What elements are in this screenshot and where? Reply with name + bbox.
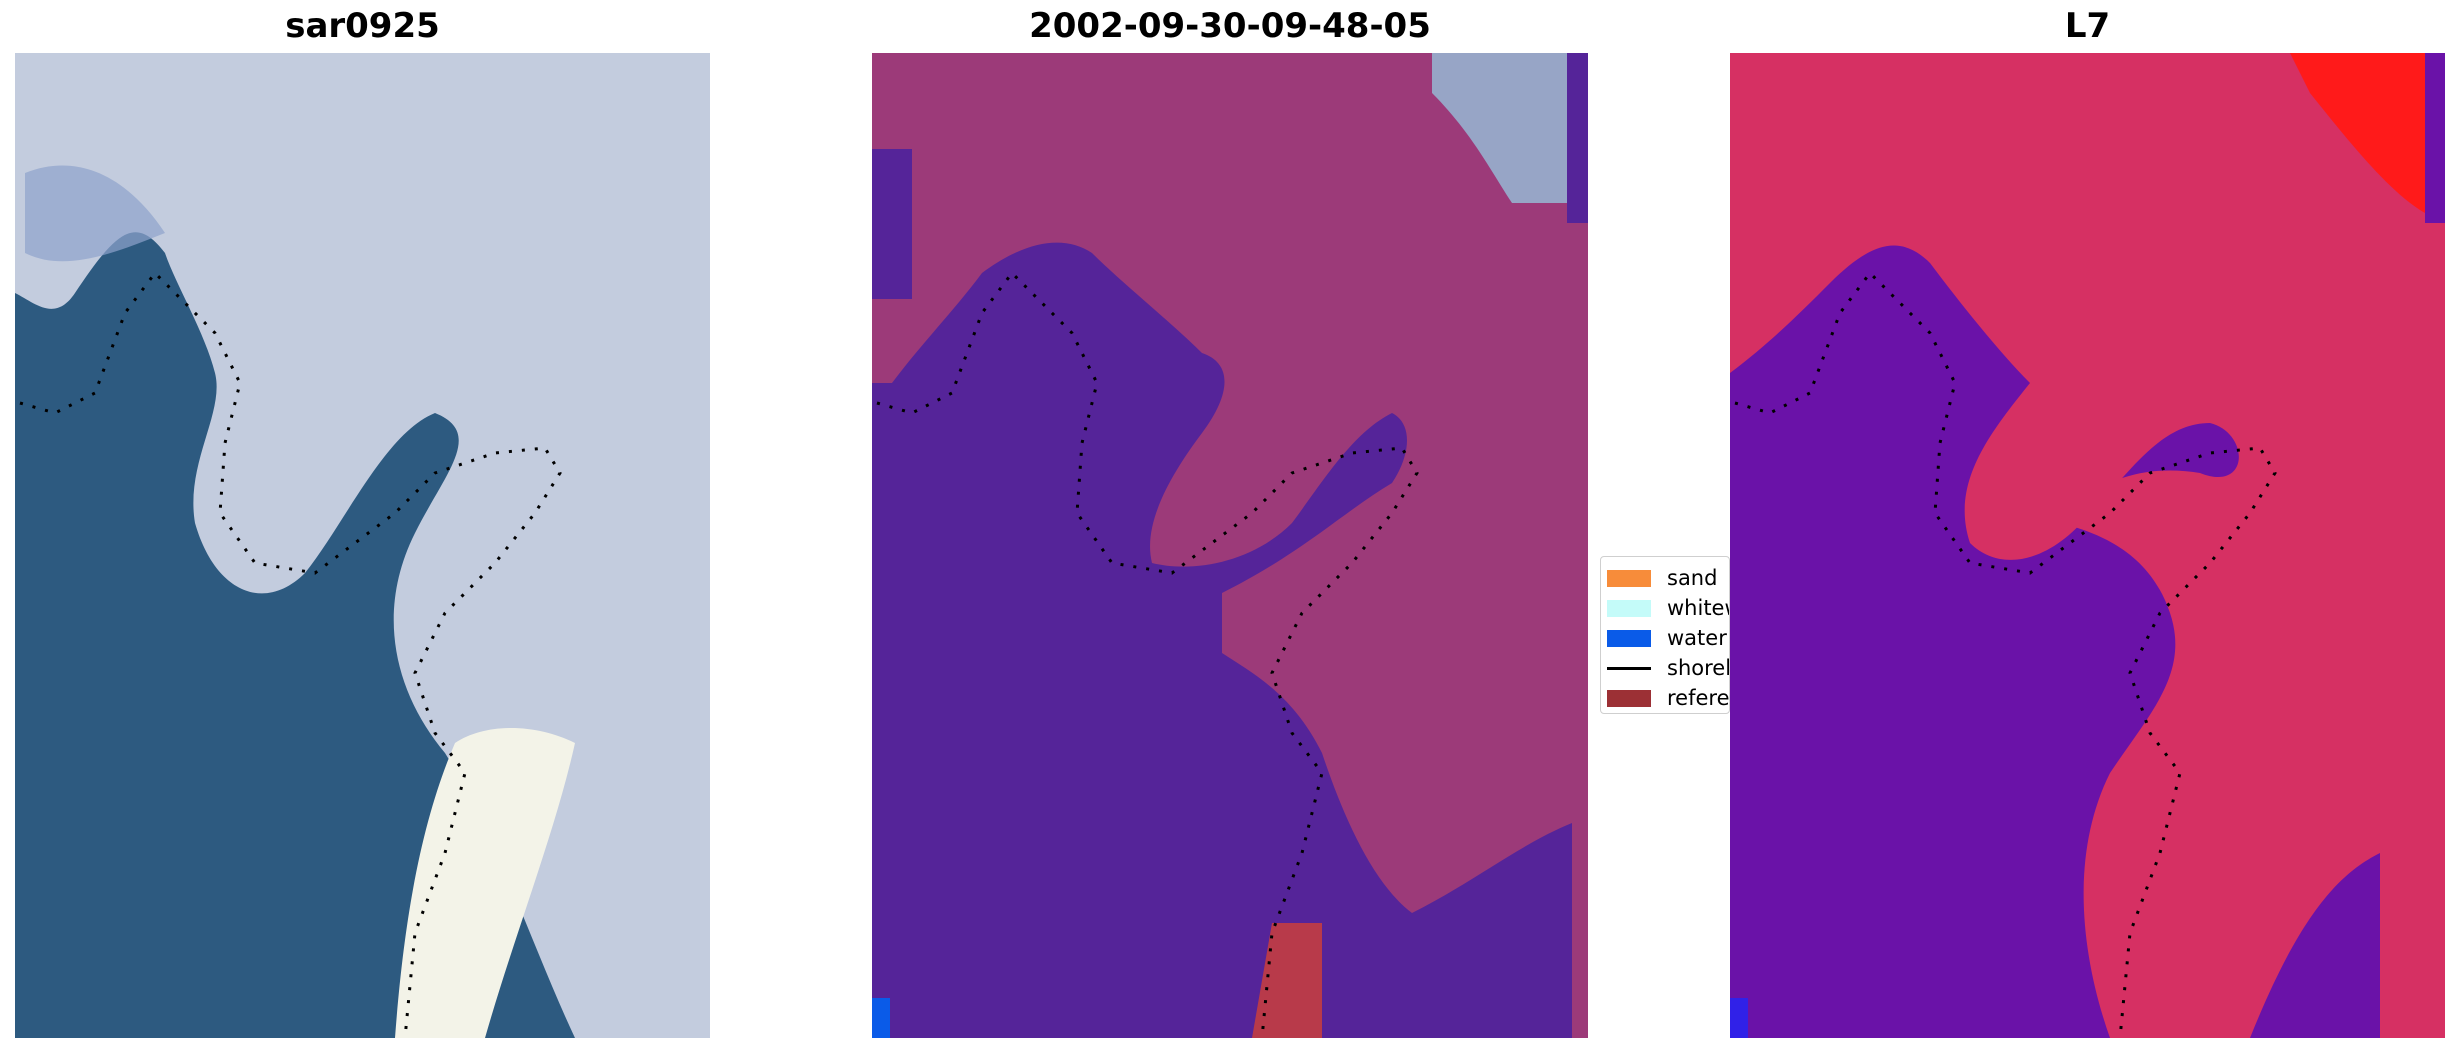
- legend-item-shoreline: shorel: [1607, 653, 1729, 683]
- panel-title-sar: sar0925: [285, 6, 440, 46]
- hot-corner: [2290, 53, 2425, 213]
- legend-item-water: water: [1607, 623, 1729, 653]
- legend-label-water: water: [1667, 626, 1727, 650]
- bright-wave-streak: [395, 728, 575, 1038]
- rgb-image-panel: [15, 53, 710, 1038]
- blue-margin: [872, 149, 912, 299]
- blue-pixel: [872, 998, 890, 1038]
- legend-line-shoreline: [1607, 666, 1651, 670]
- legend-swatch-sand: [1607, 569, 1651, 587]
- legend-swatch-whitewater: [1607, 599, 1651, 617]
- legend-label-sand: sand: [1667, 566, 1718, 590]
- legend-label-shoreline: shorel: [1667, 656, 1730, 680]
- legend-swatch-water: [1607, 629, 1651, 647]
- blue-pixel-l7: [1730, 998, 1748, 1038]
- blue-foam-patch: [25, 165, 165, 262]
- classified-image-panel: [872, 53, 1588, 1038]
- grey-corner: [1432, 53, 1567, 203]
- l7-index-panel: [1730, 53, 2445, 1038]
- legend-item-sand: sand: [1607, 563, 1729, 593]
- legend-item-reference: referen: [1607, 683, 1729, 713]
- legend-label-reference: referen: [1667, 686, 1730, 710]
- index-land-area: [1730, 53, 2445, 1038]
- panel-title-date: 2002-09-30-09-48-05: [1029, 6, 1431, 46]
- red-reference-patch: [1252, 923, 1322, 1038]
- legend-swatch-reference: [1607, 689, 1651, 707]
- panel-title-l7: L7: [2064, 6, 2111, 46]
- land-class-area: [872, 53, 1588, 1038]
